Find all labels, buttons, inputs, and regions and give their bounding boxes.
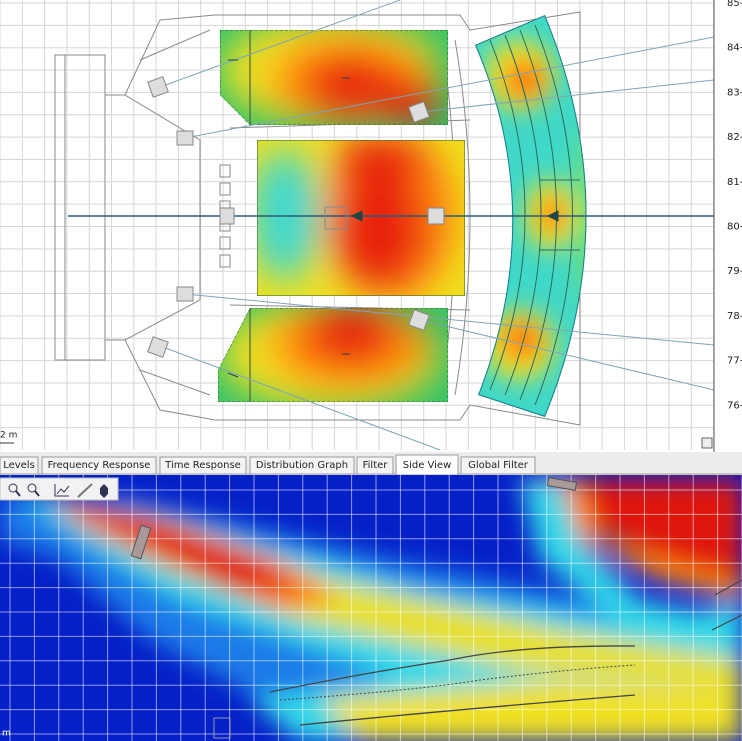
- tab-label[interactable]: Frequency Response: [48, 460, 151, 471]
- scale-label: 79-: [727, 266, 742, 277]
- tab-label[interactable]: Global Filter: [468, 460, 529, 471]
- scale-label: 77-: [727, 356, 742, 367]
- scale-label: 81-: [727, 177, 742, 188]
- tab-label[interactable]: Distribution Graph: [256, 460, 348, 471]
- tab[interactable]: [460, 456, 536, 475]
- speaker: [130, 524, 152, 560]
- plan-view: 85- 84- 83- 82- 81- 80- 79- 78- 77- 76- 2 m: [0, 0, 742, 452]
- tab[interactable]: [159, 456, 247, 475]
- heatmap-upper: [220, 30, 448, 125]
- side-scale-unit: m: [2, 729, 11, 739]
- plan-scale-unit: 2 m: [0, 431, 17, 441]
- resize-handle[interactable]: [701, 437, 713, 449]
- scale-label: 78-: [727, 311, 742, 322]
- tab-label[interactable]: Time Response: [164, 460, 241, 471]
- tabs: Levels Frequency Response Time Response Dis…: [0, 454, 536, 476]
- scale-label: 76-: [727, 400, 742, 411]
- tab[interactable]: [249, 456, 355, 475]
- tab[interactable]: [356, 456, 394, 475]
- side-grid: [0, 475, 742, 741]
- plan-scale: 85- 84- 83- 82- 81- 80- 79- 78- 77- 76-: [727, 0, 742, 411]
- scale-label: 84-: [727, 43, 742, 54]
- heatmap-lower: [218, 308, 448, 402]
- toolbar: [0, 477, 119, 501]
- speaker: [546, 477, 578, 491]
- tab[interactable]: [41, 456, 157, 475]
- tab-label[interactable]: Side View: [403, 460, 452, 471]
- toolbar-icons[interactable]: [8, 483, 108, 498]
- scale-label: 83-: [727, 87, 742, 98]
- tab-label[interactable]: Levels: [3, 460, 35, 471]
- scale-label: 80-: [727, 222, 742, 233]
- side-view: m: [0, 475, 742, 741]
- scale-label: 82-: [727, 132, 742, 143]
- tab-label[interactable]: Filter: [363, 460, 389, 471]
- speaker-rays: [68, 0, 715, 451]
- scale-label: 85-: [727, 0, 742, 9]
- tab[interactable]: [0, 456, 39, 475]
